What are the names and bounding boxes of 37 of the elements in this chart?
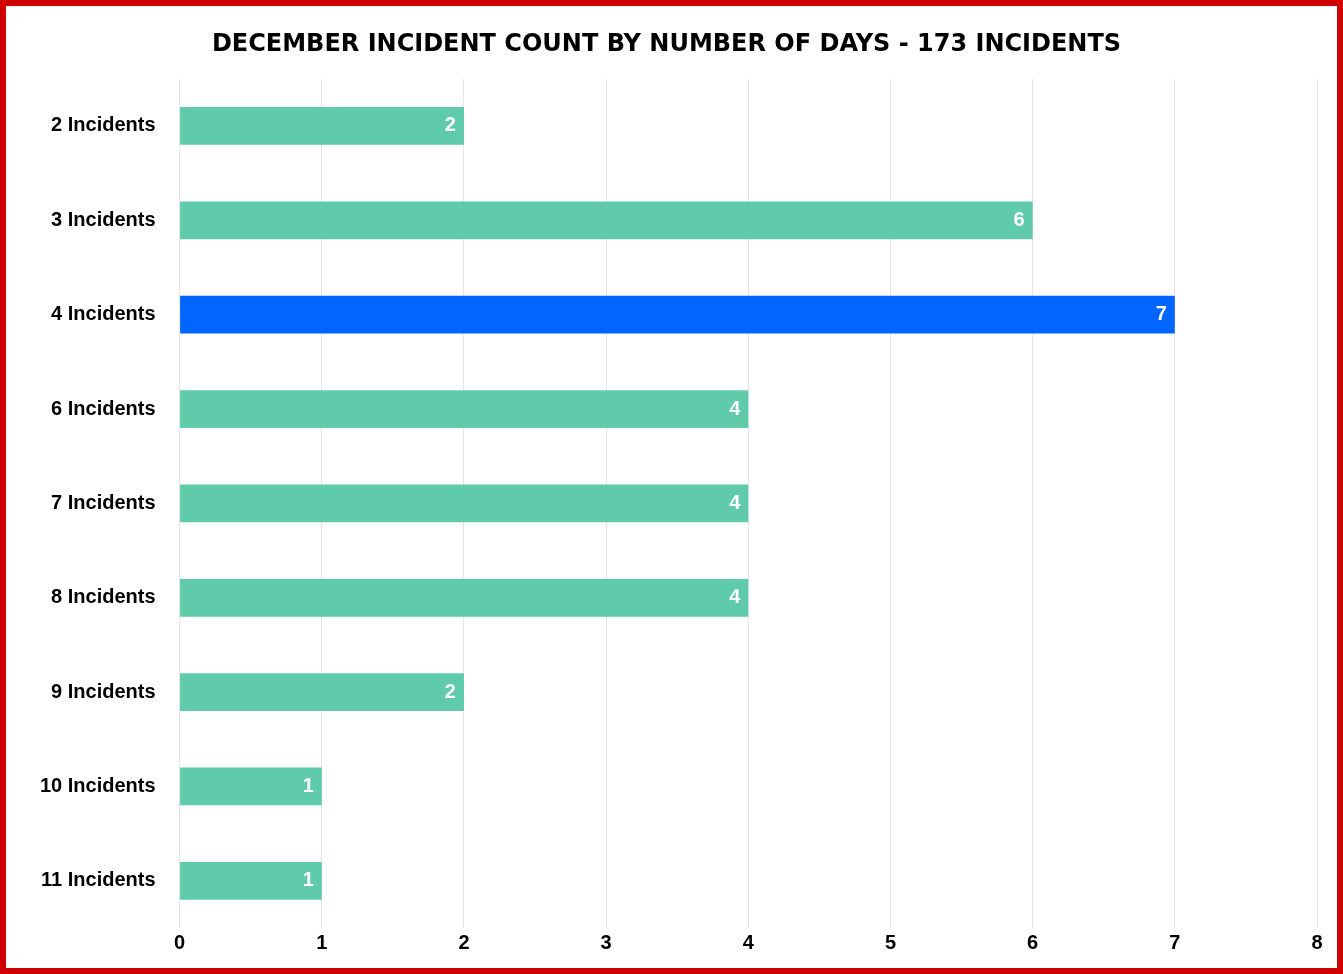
bar xyxy=(180,390,749,428)
x-tick-label: 0 xyxy=(174,930,186,953)
x-tick-label: 4 xyxy=(742,930,755,953)
y-tick-label: 10 Incidents xyxy=(39,773,156,796)
bar xyxy=(180,295,1175,334)
bar xyxy=(180,484,749,523)
data-label: 4 xyxy=(729,396,742,419)
data-label: 2 xyxy=(444,679,456,702)
x-tick-label: 6 xyxy=(1027,930,1039,953)
data-label: 7 xyxy=(1155,302,1167,325)
data-label: 1 xyxy=(302,773,314,796)
chart-title: DECEMBER INCIDENT COUNT BY NUMBER OF DAYS - 173 INCIDENTS xyxy=(211,28,1122,57)
data-label: 1 xyxy=(302,868,314,891)
x-tick-label: 5 xyxy=(884,930,897,953)
bar xyxy=(180,673,464,711)
y-tick-label: 8 Incidents xyxy=(51,585,156,608)
y-tick-label: 6 Incidents xyxy=(51,396,156,419)
bar xyxy=(180,861,322,900)
y-tick-label: 9 Incidents xyxy=(51,679,156,702)
bar xyxy=(180,767,322,806)
x-tick-label: 8 xyxy=(1311,930,1323,953)
x-tick-label: 2 xyxy=(458,930,470,953)
y-tick-label: 3 Incidents xyxy=(51,207,156,230)
y-tick-label: 11 Incidents xyxy=(41,868,156,891)
x-tick-label: 1 xyxy=(316,930,328,953)
data-label: 2 xyxy=(444,113,456,136)
y-tick-label: 2 Incidents xyxy=(51,113,156,136)
data-label: 6 xyxy=(1013,207,1025,230)
y-tick-label: 7 Incidents xyxy=(51,490,156,513)
x-tick-label: 3 xyxy=(600,930,612,953)
data-label: 4 xyxy=(729,490,742,513)
bar xyxy=(180,107,464,145)
x-tick-label: 7 xyxy=(1169,930,1181,953)
y-tick-label: 4 Incidents xyxy=(51,302,156,325)
data-label: 4 xyxy=(729,585,742,608)
bar xyxy=(180,578,749,617)
bar xyxy=(180,201,1033,240)
